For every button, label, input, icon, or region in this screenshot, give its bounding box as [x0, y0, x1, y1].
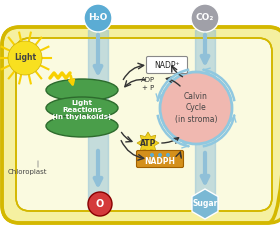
- Text: Calvin
Cycle
(in stroma): Calvin Cycle (in stroma): [175, 92, 217, 124]
- Text: ADP
+ P: ADP + P: [141, 77, 155, 91]
- Circle shape: [158, 153, 162, 157]
- Text: Light: Light: [14, 54, 36, 62]
- Ellipse shape: [46, 79, 118, 101]
- FancyBboxPatch shape: [146, 57, 188, 74]
- Circle shape: [160, 72, 232, 144]
- Text: H₂O: H₂O: [88, 13, 108, 22]
- Text: NADP⁺: NADP⁺: [154, 61, 180, 69]
- FancyBboxPatch shape: [16, 38, 272, 211]
- Text: CO₂: CO₂: [196, 13, 214, 22]
- FancyBboxPatch shape: [2, 27, 280, 223]
- Circle shape: [84, 4, 112, 32]
- Ellipse shape: [46, 115, 118, 137]
- Circle shape: [191, 4, 219, 32]
- Circle shape: [88, 192, 112, 216]
- Text: O: O: [96, 199, 104, 209]
- Circle shape: [150, 153, 154, 157]
- Text: Chloroplast: Chloroplast: [8, 169, 48, 175]
- Text: ATP: ATP: [140, 138, 156, 148]
- FancyBboxPatch shape: [137, 151, 183, 168]
- Text: NADPH: NADPH: [144, 156, 176, 165]
- Circle shape: [166, 153, 170, 157]
- Text: Sugar: Sugar: [192, 200, 218, 209]
- Text: Light
Reactions
(in thylakoids): Light Reactions (in thylakoids): [52, 99, 112, 121]
- Circle shape: [8, 41, 42, 75]
- Polygon shape: [137, 132, 159, 154]
- Ellipse shape: [46, 97, 118, 119]
